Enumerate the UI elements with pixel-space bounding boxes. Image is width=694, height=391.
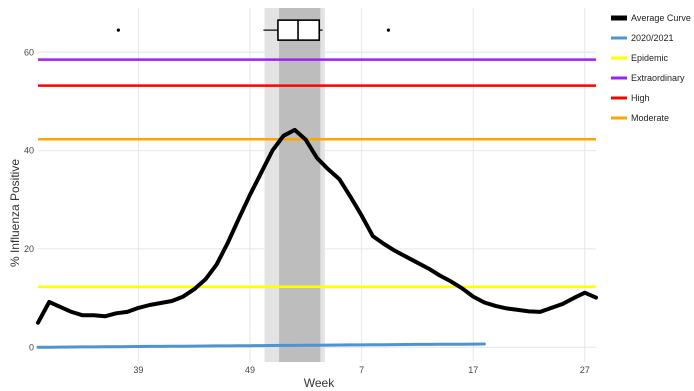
peak-boxplot-layer xyxy=(116,19,391,41)
legend-label: High xyxy=(631,93,650,103)
peak-band-layer xyxy=(264,8,325,362)
peak-band-inner xyxy=(279,8,321,362)
legend-label: Average Curve xyxy=(631,13,691,23)
x-tick-label: 7 xyxy=(359,365,364,375)
current-season-line xyxy=(36,342,486,349)
y-axis-title: % Influenza Positive xyxy=(8,159,22,267)
legend-label: Extraordinary xyxy=(631,73,685,83)
legend: Average Curve 2020/2021 Epidemic Extraordin… xyxy=(611,13,691,123)
y-tick-label: 0 xyxy=(29,342,34,352)
y-tick-label: 60 xyxy=(24,47,34,57)
x-tick-label: 39 xyxy=(133,365,143,375)
axis-layer: 0 20 40 60 39 49 7 17 27 xyxy=(24,47,590,375)
y-tick-label: 20 xyxy=(24,244,34,254)
y-tick-label: 40 xyxy=(24,146,34,156)
average-curve-line xyxy=(36,127,598,325)
boxplot-outlier-point xyxy=(116,28,120,32)
legend-label: Moderate xyxy=(631,113,669,123)
boxplot-outlier-point xyxy=(386,28,391,32)
x-axis-title: Week xyxy=(304,376,335,390)
legend-label: 2020/2021 xyxy=(631,33,674,43)
x-tick-label: 49 xyxy=(245,365,255,375)
x-tick-label: 17 xyxy=(468,365,478,375)
legend-label: Epidemic xyxy=(631,53,669,63)
series-layer xyxy=(36,58,598,349)
x-tick-label: 27 xyxy=(580,365,590,375)
